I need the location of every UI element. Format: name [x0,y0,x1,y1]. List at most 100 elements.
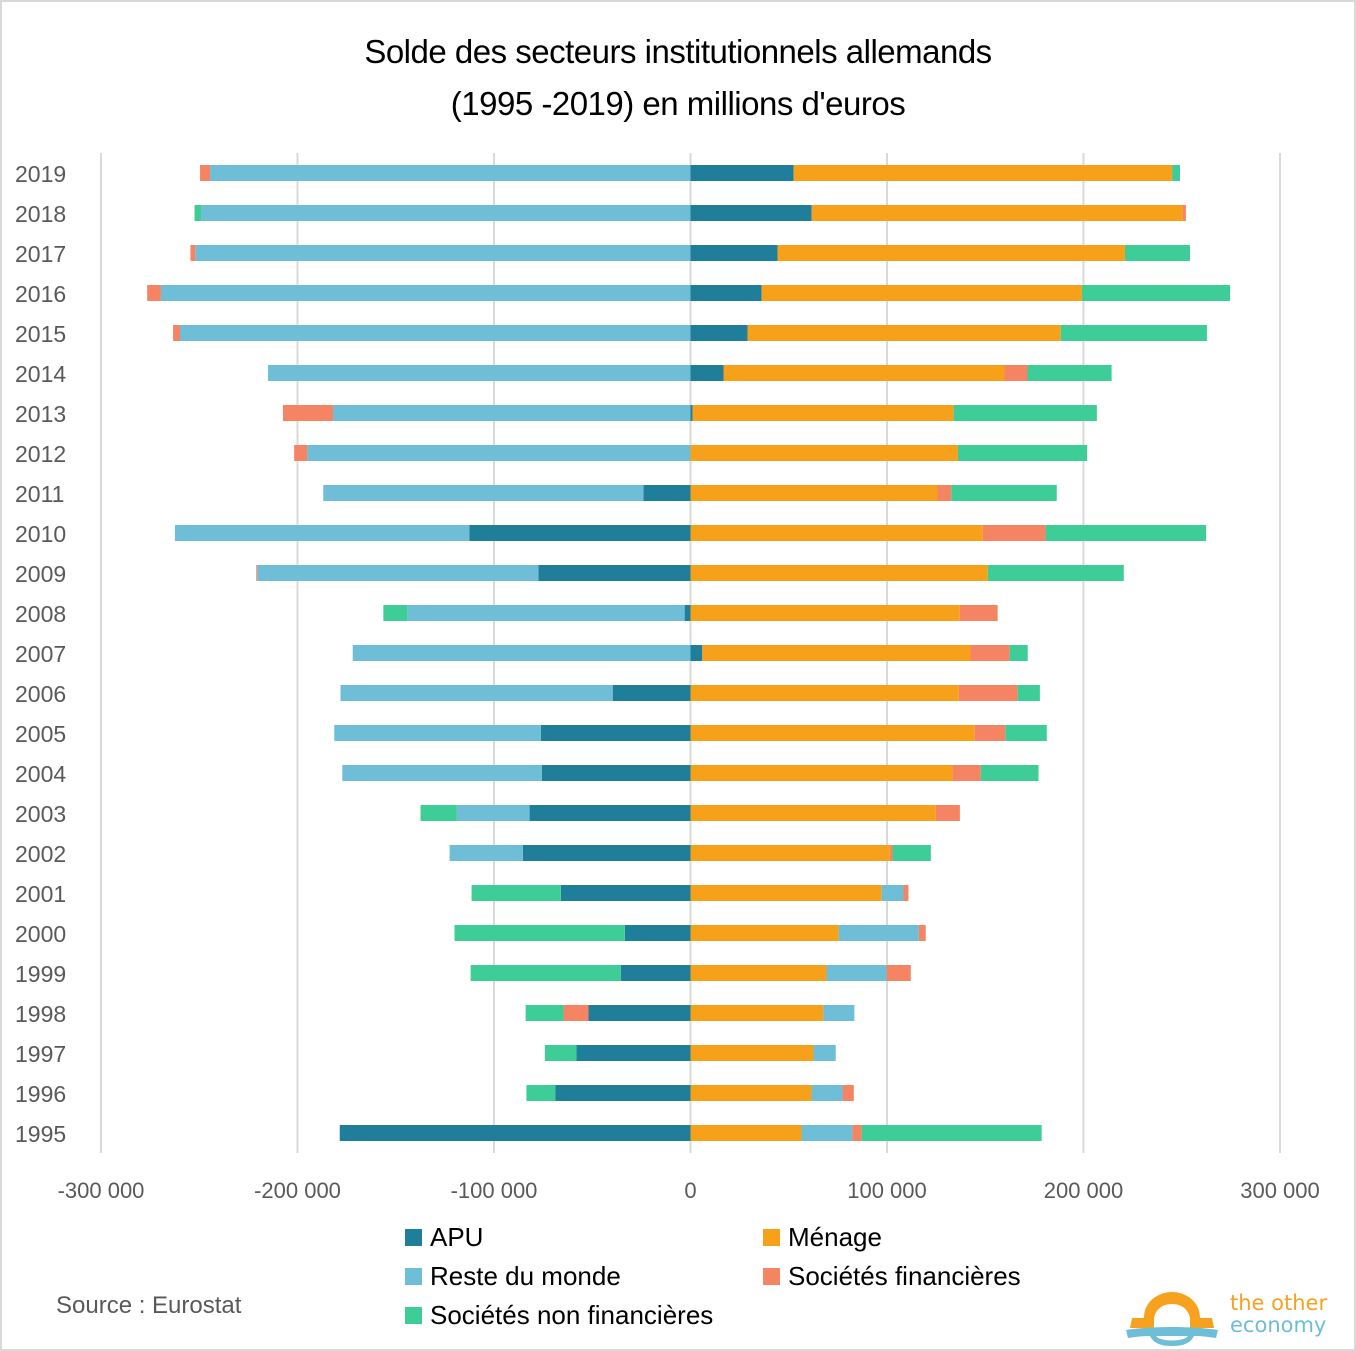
bar-segment-reste-du-monde-2006 [340,685,613,701]
bar-segment-soci-t-s-non-financi-res-2018 [194,205,202,221]
bar-segment-reste-du-monde-2002 [449,845,523,861]
bar-segment-m-nage-2005 [690,725,975,741]
bar-segment-soci-t-s-non-financi-res-2011 [951,485,1057,501]
logo-text-line-2: economy [1230,1313,1327,1337]
legend-item-societes-financieres[interactable]: Sociétés financières [763,1258,1021,1294]
bar-segment-reste-du-monde-2007 [352,645,691,661]
bar-segment-reste-du-monde-2018 [201,205,691,221]
bar-segment-apu-2019 [690,165,794,181]
bar-segment-apu-2006 [612,685,691,701]
bar-segment-soci-t-s-non-financi-res-2009 [987,565,1124,581]
bar-segment-reste-du-monde-2012 [307,445,691,461]
legend-label: Ménage [788,1221,882,1252]
bar-segment-m-nage-2018 [811,205,1183,221]
bar-segment-apu-2016 [690,285,762,301]
legend-swatch-menage [763,1228,780,1246]
logo-icon [1126,1292,1218,1346]
x-tick-label: -300 000 [58,1178,145,1203]
bar-segment-m-nage-2011 [690,485,938,501]
bar-segment-soci-t-s-financi-res-2005 [974,725,1006,741]
bar-segment-soci-t-s-non-financi-res-2008 [383,605,408,621]
bar-segment-reste-du-monde-1996 [811,1085,843,1101]
bar-segment-m-nage-2008 [690,605,960,621]
y-tick-label: 2012 [15,441,66,467]
bar-segment-soci-t-s-financi-res-2015 [173,325,180,341]
legend-item-reste-du-monde[interactable]: Reste du monde [405,1258,621,1294]
bar-segment-soci-t-s-financi-res-2019 [200,165,211,181]
bar-segment-reste-du-monde-2019 [210,165,691,181]
bar-segment-reste-du-monde-2001 [881,885,904,901]
bar-segment-apu-2018 [690,205,812,221]
bar-segment-m-nage-2004 [690,765,953,781]
bar-segment-m-nage-2003 [690,805,936,821]
y-tick-label: 1995 [15,1121,66,1147]
x-tick-label: -200 000 [254,1178,341,1203]
legend: APU Ménage Reste du monde Sociétés finan… [405,1219,1065,1339]
bar-segment-soci-t-s-financi-res-1998 [563,1005,589,1021]
bar-segment-reste-du-monde-2013 [333,405,691,421]
bar-segment-apu-1995 [339,1125,691,1141]
bar-segment-apu-2014 [690,365,724,381]
y-tick-label: 2005 [15,721,66,747]
bar-segment-apu-2004 [541,765,691,781]
bar-segment-soci-t-s-financi-res-1996 [842,1085,854,1101]
bar-segment-reste-du-monde-2010 [174,525,470,541]
bar-segment-soci-t-s-non-financi-res-2003 [420,805,457,821]
bar-segment-soci-t-s-financi-res-2010 [982,525,1046,541]
legend-swatch-apu [405,1228,422,1246]
y-tick-label: 2003 [15,801,66,827]
bar-segment-soci-t-s-financi-res-2008 [959,605,998,621]
bar-segment-apu-1997 [576,1045,691,1061]
bar-segment-soci-t-s-financi-res-2017 [190,245,196,261]
bar-segment-m-nage-2007 [702,645,971,661]
bar-segment-soci-t-s-financi-res-2007 [970,645,1010,661]
bar-segment-reste-du-monde-2015 [179,325,691,341]
brand-logo: the other economy [1122,1288,1342,1346]
x-tick-label: 100 000 [847,1178,927,1203]
legend-swatch-societes-financieres [763,1267,780,1285]
bar-segment-m-nage-1999 [690,965,827,981]
bar-segment-m-nage-2002 [690,845,890,861]
bar-segment-m-nage-2010 [690,525,983,541]
bar-segment-soci-t-s-financi-res-2002 [889,845,893,861]
bar-segment-m-nage-2001 [690,885,882,901]
bar-segment-apu-2008 [684,605,691,621]
bar-segment-apu-1999 [620,965,691,981]
legend-item-societes-non-financieres[interactable]: Sociétés non financières [405,1297,713,1333]
bar-segment-apu-2010 [469,525,691,541]
bar-segment-reste-du-monde-2005 [334,725,541,741]
bar-segment-soci-t-s-financi-res-2018 [1182,205,1186,221]
bar-segment-m-nage-2014 [723,365,1005,381]
legend-item-menage[interactable]: Ménage [763,1219,882,1255]
y-tick-label: 2019 [15,161,66,187]
bar-segment-soci-t-s-financi-res-2006 [958,685,1018,701]
legend-label: Sociétés non financières [430,1299,714,1330]
bar-segment-soci-t-s-non-financi-res-2005 [1005,725,1047,741]
bar-segment-soci-t-s-financi-res-2012 [294,445,308,461]
bar-segment-reste-du-monde-2014 [268,365,691,381]
bar-segment-apu-2007 [690,645,703,661]
y-tick-label: 2010 [15,521,66,547]
bar-segment-reste-du-monde-2017 [195,245,691,261]
bar-segment-m-nage-1998 [690,1005,824,1021]
legend-item-apu[interactable]: APU [405,1219,483,1255]
bar-segment-reste-du-monde-1999 [826,965,887,981]
bar-segment-soci-t-s-financi-res-2014 [1004,365,1028,381]
bar-segment-soci-t-s-non-financi-res-2013 [953,405,1097,421]
y-tick-label: 2013 [15,401,66,427]
y-tick-label: 2016 [15,281,66,307]
y-tick-label: 2001 [15,881,66,907]
bar-segment-soci-t-s-financi-res-2011 [937,485,952,501]
bar-segment-soci-t-s-non-financi-res-1997 [544,1045,577,1061]
bar-segment-soci-t-s-non-financi-res-2017 [1124,245,1191,261]
bar-segment-m-nage-2013 [692,405,954,421]
bar-segment-m-nage-2016 [761,285,1082,301]
x-tick-label: 200 000 [1044,1178,1124,1203]
bar-segment-m-nage-2006 [690,685,959,701]
bar-segment-soci-t-s-non-financi-res-2010 [1045,525,1207,541]
y-tick-label: 2007 [15,641,66,667]
y-tick-label: 2006 [15,681,66,707]
x-tick-label: 300 000 [1240,1178,1320,1203]
